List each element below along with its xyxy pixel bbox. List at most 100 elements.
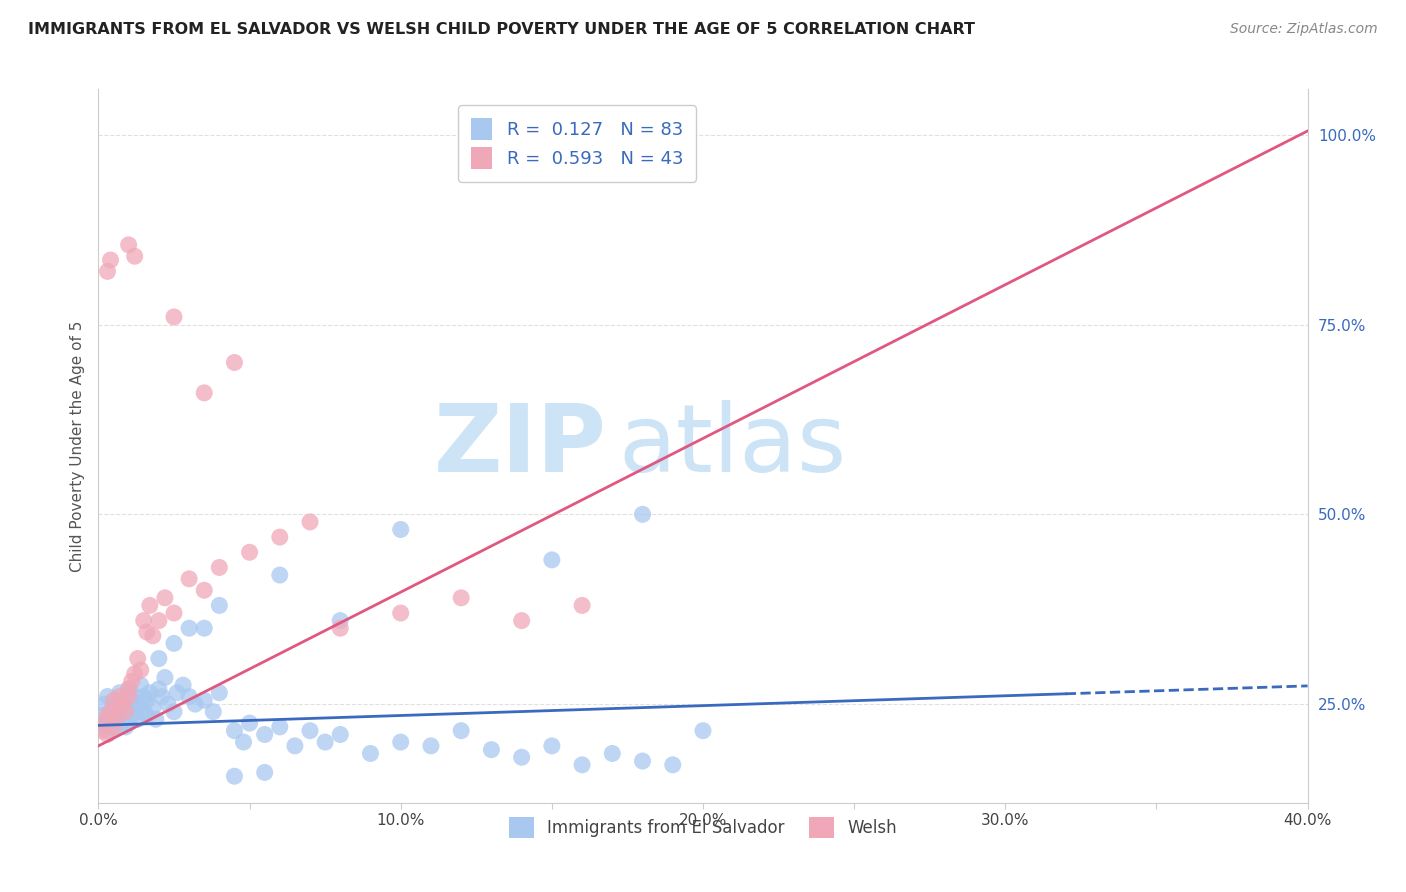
Point	[114, 697, 136, 711]
Point	[193, 385, 215, 400]
Y-axis label: Child Poverty Under the Age of 5: Child Poverty Under the Age of 5	[69, 320, 84, 572]
Point	[299, 723, 322, 738]
Point	[93, 697, 115, 711]
Point	[208, 686, 231, 700]
Point	[148, 614, 170, 628]
Point	[114, 720, 136, 734]
Point	[239, 545, 262, 559]
Point	[145, 712, 167, 726]
Point	[108, 690, 131, 704]
Point	[105, 712, 128, 726]
Point	[90, 723, 112, 738]
Point	[571, 757, 593, 772]
Point	[172, 678, 194, 692]
Point	[108, 708, 131, 723]
Point	[96, 727, 118, 741]
Point	[100, 252, 122, 267]
Point	[103, 697, 125, 711]
Point	[329, 621, 352, 635]
Point	[389, 523, 412, 537]
Point	[510, 614, 533, 628]
Point	[314, 735, 336, 749]
Point	[118, 716, 141, 731]
Point	[124, 705, 146, 719]
Point	[118, 681, 141, 696]
Point	[114, 705, 136, 719]
Point	[163, 310, 186, 324]
Point	[193, 583, 215, 598]
Point	[96, 712, 118, 726]
Point	[100, 705, 122, 719]
Point	[127, 712, 149, 726]
Point	[481, 742, 503, 756]
Point	[202, 705, 225, 719]
Point	[90, 708, 112, 723]
Text: Source: ZipAtlas.com: Source: ZipAtlas.com	[1230, 22, 1378, 37]
Point	[163, 606, 186, 620]
Point	[420, 739, 443, 753]
Point	[692, 723, 714, 738]
Point	[269, 568, 291, 582]
Text: IMMIGRANTS FROM EL SALVADOR VS WELSH CHILD POVERTY UNDER THE AGE OF 5 CORRELATIO: IMMIGRANTS FROM EL SALVADOR VS WELSH CHI…	[28, 22, 976, 37]
Point	[179, 621, 201, 635]
Point	[108, 701, 131, 715]
Point	[96, 723, 118, 738]
Point	[148, 651, 170, 665]
Point	[166, 686, 188, 700]
Point	[127, 697, 149, 711]
Point	[108, 686, 131, 700]
Point	[510, 750, 533, 764]
Point	[450, 591, 472, 605]
Point	[139, 686, 162, 700]
Point	[103, 708, 125, 723]
Point	[118, 690, 141, 704]
Point	[163, 636, 186, 650]
Point	[132, 690, 155, 704]
Point	[132, 614, 155, 628]
Point	[124, 690, 146, 704]
Point	[139, 599, 162, 613]
Point	[135, 625, 157, 640]
Point	[111, 705, 134, 719]
Point	[299, 515, 322, 529]
Point	[224, 723, 246, 738]
Point	[239, 716, 262, 731]
Point	[96, 708, 118, 723]
Point	[105, 693, 128, 707]
Point	[124, 666, 146, 681]
Point	[100, 716, 122, 731]
Legend: Immigrants from El Salvador, Welsh: Immigrants from El Salvador, Welsh	[502, 811, 904, 845]
Point	[100, 705, 122, 719]
Point	[208, 599, 231, 613]
Point	[93, 720, 115, 734]
Point	[121, 693, 143, 707]
Point	[208, 560, 231, 574]
Point	[129, 678, 152, 692]
Point	[96, 690, 118, 704]
Point	[111, 712, 134, 726]
Point	[153, 671, 176, 685]
Point	[124, 249, 146, 263]
Point	[163, 705, 186, 719]
Text: atlas: atlas	[619, 400, 846, 492]
Point	[269, 720, 291, 734]
Point	[103, 693, 125, 707]
Point	[103, 720, 125, 734]
Point	[118, 237, 141, 252]
Point	[253, 727, 276, 741]
Point	[150, 690, 173, 704]
Point	[132, 705, 155, 719]
Text: ZIP: ZIP	[433, 400, 606, 492]
Point	[127, 651, 149, 665]
Point	[108, 720, 131, 734]
Point	[148, 681, 170, 696]
Point	[142, 629, 165, 643]
Point	[105, 712, 128, 726]
Point	[121, 674, 143, 689]
Point	[602, 747, 624, 761]
Point	[631, 754, 654, 768]
Point	[661, 757, 683, 772]
Point	[135, 693, 157, 707]
Point	[153, 591, 176, 605]
Point	[184, 697, 207, 711]
